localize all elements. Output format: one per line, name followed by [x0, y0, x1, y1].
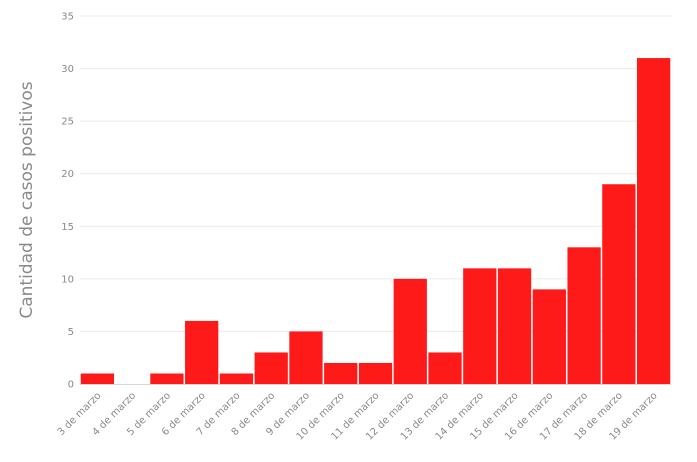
bars	[80, 58, 671, 385]
y-axis-ticks: 0 5 10 15 20 25 30 35	[61, 12, 74, 391]
y-tick-label: 20	[61, 169, 74, 180]
y-tick-label: 25	[61, 117, 74, 128]
bar	[289, 331, 323, 384]
bar	[219, 373, 254, 384]
bar	[602, 184, 636, 384]
bar	[463, 268, 497, 384]
bar	[393, 278, 427, 384]
y-tick-label: 10	[61, 274, 74, 285]
bar	[150, 373, 184, 384]
bar	[567, 247, 601, 384]
gridlines	[80, 15, 671, 332]
bar	[497, 268, 532, 384]
y-tick-label: 30	[61, 64, 74, 75]
y-tick-label: 5	[68, 327, 74, 338]
y-tick-label: 35	[61, 12, 74, 23]
bar	[428, 352, 462, 384]
bar	[358, 362, 393, 384]
bar	[532, 289, 566, 384]
bar	[80, 373, 115, 384]
bar	[636, 58, 671, 385]
y-axis-title: Cantidad de casos positivos	[17, 81, 37, 318]
bar	[324, 362, 358, 384]
bar	[254, 352, 288, 384]
y-tick-label: 15	[61, 222, 74, 233]
y-tick-label: 0	[68, 380, 74, 391]
bar	[185, 320, 219, 384]
